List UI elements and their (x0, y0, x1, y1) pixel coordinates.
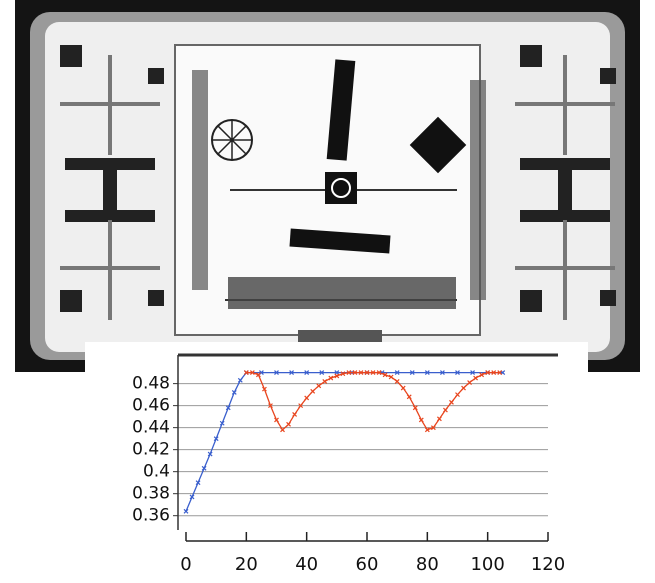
y-tick-label: 0.44 (132, 418, 170, 438)
x-tick-label: 80 (416, 554, 439, 575)
x-tick-label: 0 (180, 554, 191, 575)
y-tick-label: 0.36 (132, 506, 170, 526)
chart: 0.360.380.40.420.440.460.48 0 20 40 60 80 100 1… (132, 353, 565, 575)
data-line (243, 370, 503, 433)
y-tick-label: 0.38 (132, 484, 170, 504)
x-tick-label: 100 (470, 554, 504, 575)
x-tick-label: 120 (531, 554, 565, 575)
y-tick-label: 0.46 (132, 396, 170, 416)
x-tick-label: 60 (356, 554, 379, 575)
x-tick-label: 20 (235, 554, 258, 575)
y-tick-label: 0.48 (132, 374, 170, 394)
y-tick-label: 0.42 (132, 440, 170, 460)
test-chart-image (15, 0, 640, 372)
x-tick-label: 40 (295, 554, 318, 575)
y-tick-label: 0.4 (143, 462, 170, 482)
